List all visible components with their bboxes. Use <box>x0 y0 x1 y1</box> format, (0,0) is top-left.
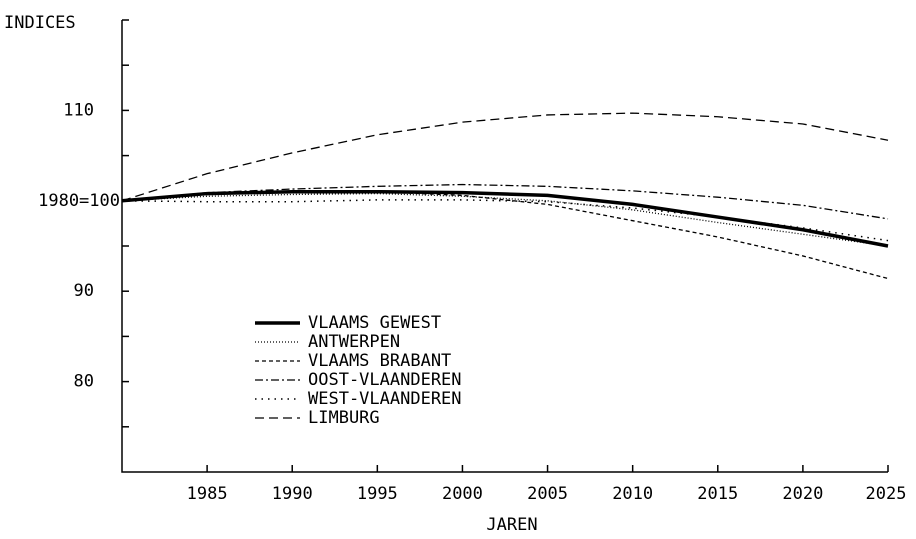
x-tick-label: 2005 <box>527 484 568 504</box>
x-tick-label: 2000 <box>442 484 483 504</box>
legend-label: VLAAMS BRABANT <box>308 351 451 371</box>
y-tick-label: 80 <box>74 372 94 392</box>
series-line <box>121 190 889 248</box>
y-tick-label: 1980=100 <box>38 191 120 211</box>
y-axis-title: INDICES <box>4 13 76 33</box>
axes <box>121 20 888 473</box>
x-tick-label: 2020 <box>782 484 823 504</box>
y-tick-label: 110 <box>63 100 94 120</box>
series-line <box>121 199 889 242</box>
legend-label: ANTWERPEN <box>308 332 400 352</box>
series-line <box>121 183 889 220</box>
x-axis-title: JAREN <box>486 515 537 535</box>
y-tick-label: 90 <box>74 281 94 301</box>
series-line <box>121 112 889 202</box>
legend-label: OOST-VLAANDEREN <box>308 370 462 390</box>
x-tick-label: 2025 <box>866 484 907 504</box>
legend-label: VLAAMS GEWEST <box>308 313 441 333</box>
x-tick-label: 2015 <box>697 484 738 504</box>
legend-label: LIMBURG <box>308 408 380 428</box>
x-tick-label: 1990 <box>272 484 313 504</box>
x-tick-label: 2010 <box>612 484 653 504</box>
series-line <box>121 191 889 280</box>
legend-label: WEST-VLAANDEREN <box>308 389 462 409</box>
x-tick-label: 1995 <box>357 484 398 504</box>
series-line <box>121 192 889 247</box>
x-tick-label: 1985 <box>187 484 228 504</box>
